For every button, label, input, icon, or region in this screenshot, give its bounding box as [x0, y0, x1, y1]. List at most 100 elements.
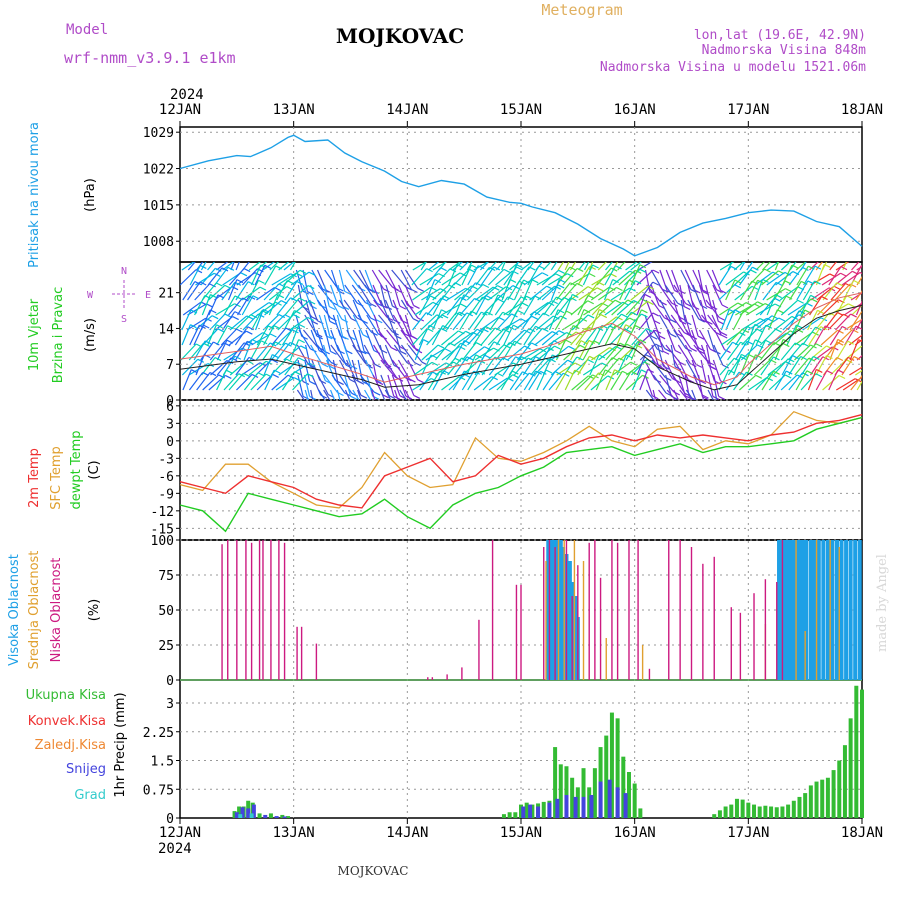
- wind-barb: [207, 324, 217, 346]
- wind-barb: [820, 329, 838, 346]
- cloud-bar: [848, 540, 853, 680]
- wind-barb-flag: [216, 324, 223, 329]
- wind-barb-flag: [243, 372, 250, 377]
- wind-barb: [316, 329, 325, 352]
- wind-barb-flag: [588, 273, 596, 278]
- wind-barb-flag: [467, 257, 473, 260]
- wind-barb-flag: [528, 328, 536, 333]
- wind-barb: [570, 300, 589, 316]
- wind-barb-flag: [698, 318, 706, 323]
- wind-barb: [854, 339, 862, 346]
- wind-barb-flag: [868, 364, 874, 367]
- wind-barb: [754, 315, 773, 331]
- wind-barb-flag: [284, 314, 292, 319]
- wind-barb: [604, 357, 620, 376]
- wind-barb: [256, 287, 275, 301]
- wind-barb-flag: [200, 258, 206, 261]
- cloud-bar: [283, 542, 286, 680]
- wind-barb: [380, 299, 390, 321]
- wind-barb-flag: [859, 271, 862, 275]
- wind-barb: [508, 296, 522, 316]
- credit-text: made by Angel: [875, 554, 890, 652]
- wind-barb-flag: [614, 254, 620, 257]
- wind-barb: [480, 327, 496, 346]
- wind-barb-flag: [339, 410, 345, 413]
- wind-barb-flag: [563, 252, 569, 255]
- wind-barb: [691, 329, 700, 351]
- cloud-bar: [648, 668, 651, 680]
- wind-barb: [188, 372, 204, 391]
- precip-bar: [598, 781, 603, 818]
- wind-barb-flag: [321, 363, 329, 368]
- wind-barb: [250, 302, 270, 316]
- wind-barb: [182, 281, 196, 301]
- wind-barb: [619, 279, 630, 301]
- wind-barb-flag: [362, 334, 370, 339]
- cloud-bar: [573, 540, 576, 680]
- wind-barb-flag: [836, 282, 844, 287]
- wind-barb: [625, 374, 643, 391]
- wind-barb-flag: [504, 254, 510, 257]
- footer-station: MOJKOVAC: [338, 864, 409, 878]
- wind-barb-flag: [556, 296, 563, 301]
- y-tick-label: 21: [158, 287, 174, 302]
- wind-barb: [534, 300, 553, 316]
- cloud-bar: [825, 540, 830, 680]
- wind-barb: [241, 362, 261, 376]
- wind-barb-flag: [690, 347, 697, 352]
- wind-barb: [822, 299, 839, 316]
- wind-barb-flag: [634, 280, 642, 285]
- wind-barb: [189, 265, 201, 286]
- wind-barb: [249, 340, 262, 361]
- wind-barb-flag: [594, 250, 600, 253]
- wind-barb-flag: [847, 340, 854, 345]
- precip-legend-item: Konvek.Kisa: [28, 714, 106, 729]
- y-tick-label: 75: [158, 569, 174, 584]
- wind-barb: [569, 262, 577, 271]
- wind-barb: [527, 265, 540, 286]
- wind-barb: [534, 331, 553, 346]
- wind-barb: [215, 303, 235, 316]
- precip-bar: [553, 747, 558, 818]
- wind-barb-flag: [562, 372, 570, 377]
- time-label-bottom: 16JAN: [614, 825, 656, 841]
- wind-barb: [412, 328, 428, 346]
- wind-barb: [330, 344, 345, 363]
- wind-barb: [754, 279, 764, 301]
- compass-label: N: [121, 266, 127, 277]
- wind-barb: [712, 359, 722, 382]
- wind-barb: [364, 284, 378, 304]
- y-tick-label: 6: [166, 400, 174, 415]
- wind-barb-flag: [882, 272, 888, 275]
- wind-barb-flag: [482, 296, 489, 301]
- wind-barb: [448, 330, 466, 346]
- wind-barb-flag: [599, 309, 606, 314]
- wind-barb: [222, 262, 235, 271]
- wind-barb-flag: [722, 364, 730, 369]
- wind-barb-flag: [399, 305, 407, 310]
- wind-barb: [759, 297, 775, 316]
- wind-barb: [182, 301, 202, 316]
- wind-barb: [428, 262, 440, 271]
- wind-barb-flag: [428, 324, 436, 329]
- wind-barb: [473, 311, 488, 331]
- wind-barb: [387, 314, 396, 336]
- wind-barb: [371, 389, 376, 400]
- wind-barb: [431, 325, 444, 346]
- wind-barb: [241, 286, 261, 301]
- wind-barb-flag: [204, 354, 211, 359]
- wind-barb-flag: [204, 340, 212, 345]
- cloud-bar: [491, 540, 494, 680]
- precip-bar: [717, 810, 722, 818]
- wind-barb: [357, 344, 368, 366]
- wind-barb: [821, 272, 841, 286]
- wind-barb: [404, 389, 411, 400]
- wind-barb-flag: [774, 297, 781, 302]
- wind-barb-flag: [296, 280, 304, 285]
- wind-barb: [302, 329, 318, 348]
- wind-barb-flag: [517, 309, 524, 315]
- cloud-bar: [543, 547, 545, 680]
- wind-barb-flag: [881, 361, 887, 364]
- wind-barb-flag: [503, 268, 511, 273]
- wind-barb-flag: [460, 342, 467, 347]
